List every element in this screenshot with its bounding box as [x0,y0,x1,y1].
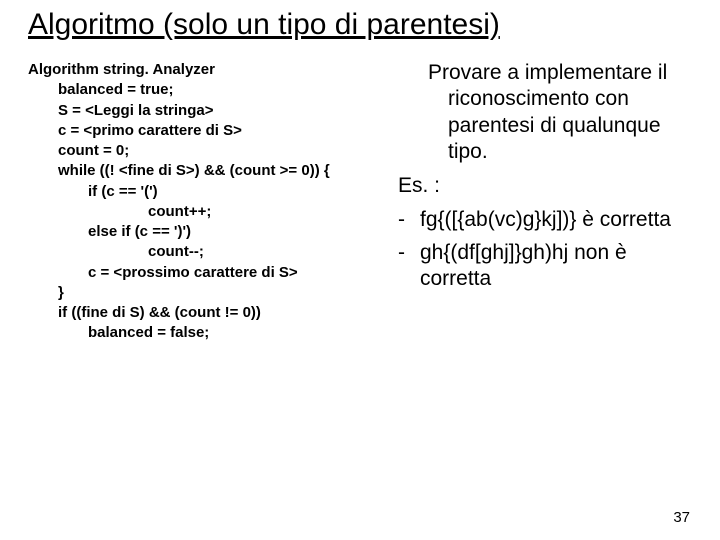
algo-line-7: count++; [28,202,378,222]
slide: Algoritmo (solo un tipo di parentesi) Al… [0,0,720,540]
example-text-2: gh{(df[ghj]}gh)hj non è corretta [420,240,692,293]
algo-line-6: if (c == '(') [28,182,378,202]
algo-line-3: c = <primo carattere di S> [28,121,378,141]
algo-line-1: balanced = true; [28,80,378,100]
dash-icon: - [398,240,420,293]
example-label: Es. : [398,173,692,199]
algo-line-10: c = <prossimo carattere di S> [28,263,378,283]
algo-line-11: } [28,283,378,303]
notes-column: Provare a implementare il riconoscimento… [398,60,692,344]
page-number: 37 [673,509,690,526]
content-columns: Algorithm string. Analyzer balanced = tr… [28,60,692,344]
algo-line-5: while ((! <fine di S>) && (count >= 0)) … [28,161,378,181]
algo-line-13: balanced = false; [28,323,378,343]
example-item-1: - fg{([{ab(vc)g}kj])} è corretta [398,207,692,233]
slide-title: Algoritmo (solo un tipo di parentesi) [28,8,692,42]
example-text-1: fg{([{ab(vc)g}kj])} è corretta [420,207,692,233]
algo-line-4: count = 0; [28,141,378,161]
example-item-2: - gh{(df[ghj]}gh)hj non è corretta [398,240,692,293]
algo-line-0: Algorithm string. Analyzer [28,60,378,80]
algo-line-12: if ((fine di S) && (count != 0)) [28,303,378,323]
prompt-paragraph: Provare a implementare il riconoscimento… [398,60,692,165]
dash-icon: - [398,207,420,233]
algo-line-9: count--; [28,242,378,262]
algorithm-column: Algorithm string. Analyzer balanced = tr… [28,60,378,344]
algo-line-8: else if (c == ')') [28,222,378,242]
algo-line-2: S = <Leggi la stringa> [28,101,378,121]
